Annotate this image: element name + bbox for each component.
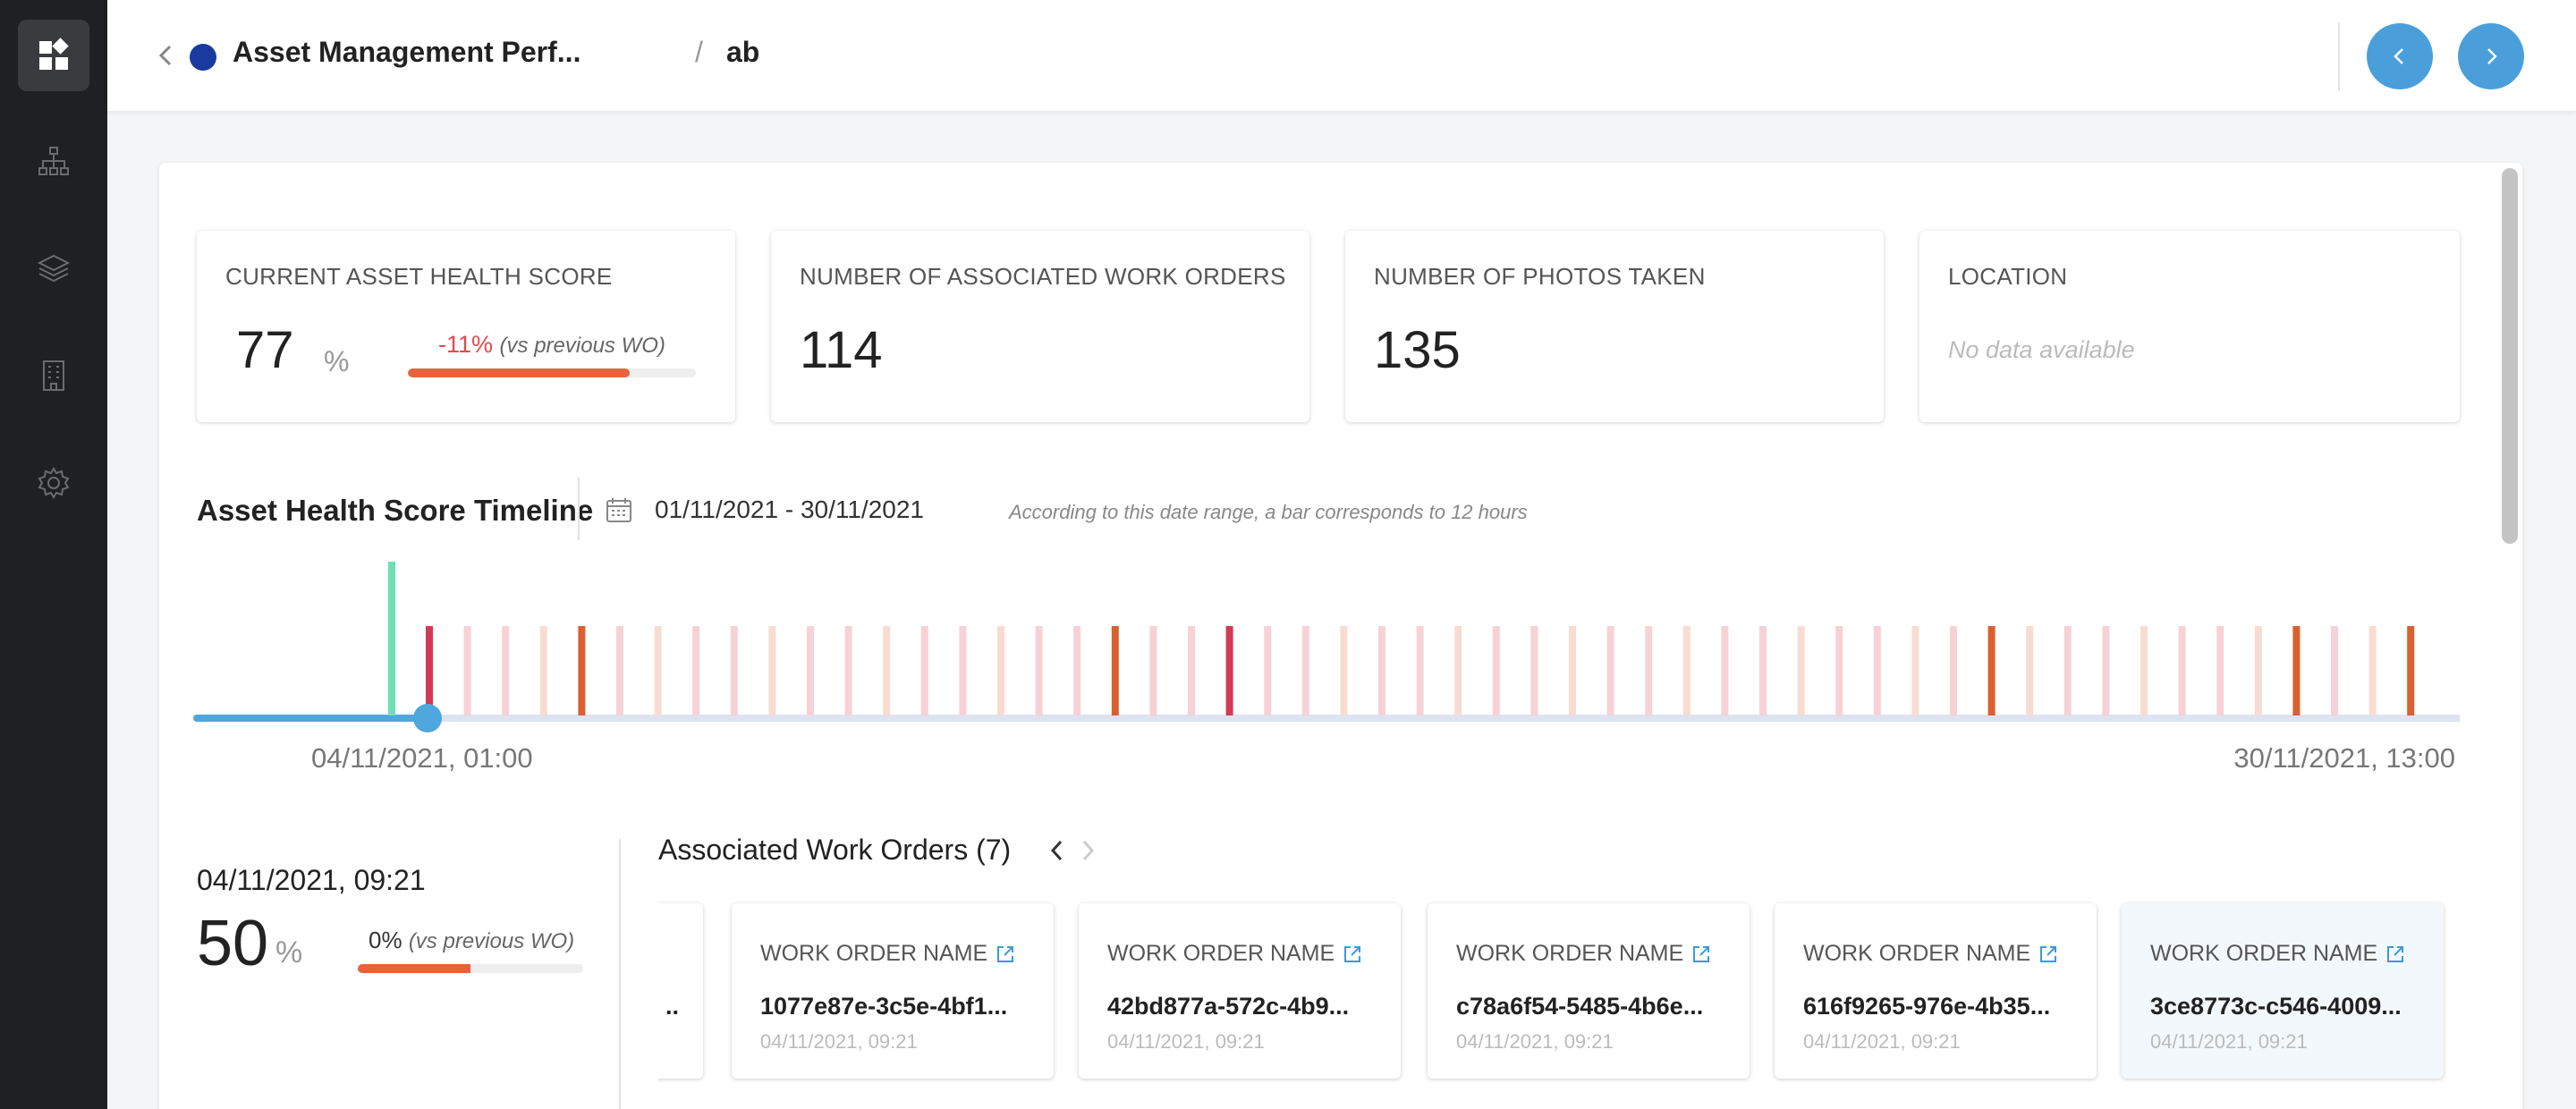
work-order-date: 04/11/2021, 09:21 bbox=[1107, 1030, 1265, 1053]
work-order-label-text: WORK ORDER NAME bbox=[760, 941, 988, 966]
layers-icon bbox=[37, 254, 71, 283]
work-order-card[interactable]: WORK ORDER NAME 1077e87e-3c5e-4bf1... 04… bbox=[732, 903, 1054, 1079]
top-bar: Asset Management Perf... / ab bbox=[107, 0, 2576, 111]
next-asset-button[interactable] bbox=[2458, 23, 2524, 89]
breadcrumb-separator: / bbox=[695, 36, 703, 68]
kpi-label: LOCATION bbox=[1948, 263, 2068, 290]
sidebar-item-settings[interactable] bbox=[18, 447, 89, 519]
external-link-icon[interactable] bbox=[1690, 944, 1712, 965]
external-link-icon[interactable] bbox=[995, 944, 1016, 965]
kpi-value: 135 bbox=[1374, 321, 1461, 379]
previous-asset-button[interactable] bbox=[2367, 23, 2433, 89]
work-order-card[interactable]: WORK ORDER NAME 3ce8773c-c546-4009... 04… bbox=[2122, 903, 2444, 1079]
kpi-unit: % bbox=[324, 345, 350, 377]
kpi-value: 77 bbox=[236, 321, 294, 379]
work-order-date: 04/11/2021, 09:21 bbox=[2150, 1030, 2308, 1053]
kpi-card-location: LOCATION No data available bbox=[1919, 231, 2460, 422]
hierarchy-icon bbox=[38, 147, 69, 175]
work-orders-next-button[interactable] bbox=[1075, 835, 1100, 866]
work-order-id: 42bd877a-572c-4b9... bbox=[1107, 993, 1350, 1020]
timeline-divider bbox=[578, 478, 580, 540]
external-link-icon[interactable] bbox=[1342, 944, 1363, 965]
external-link-icon[interactable] bbox=[2038, 944, 2059, 965]
chevron-right-icon bbox=[2487, 48, 2497, 64]
kpi-delta: -11% (vs previous WO) bbox=[438, 331, 665, 359]
building-icon bbox=[43, 360, 64, 391]
kpi-label: NUMBER OF ASSOCIATED WORK ORDERS bbox=[800, 263, 1286, 290]
work-order-label-text: WORK ORDER NAME bbox=[1803, 941, 2031, 966]
selected-date: 04/11/2021, 09:21 bbox=[197, 864, 426, 896]
kpi-progress-fill bbox=[408, 368, 630, 377]
work-order-label: WORK ORDER NAME bbox=[1107, 941, 1363, 967]
sidebar-item-buildings[interactable] bbox=[18, 340, 89, 411]
work-order-id: .. bbox=[665, 993, 680, 1020]
kpi-label: NUMBER OF PHOTOS TAKEN bbox=[1374, 263, 1706, 290]
dashboard-icon bbox=[39, 38, 69, 70]
panel-scrollbar[interactable] bbox=[2502, 168, 2518, 544]
asset-status-dot bbox=[190, 44, 216, 71]
selected-delta: 0% (vs previous WO) bbox=[369, 927, 574, 954]
work-order-card-partial[interactable]: .. bbox=[658, 903, 703, 1079]
work-order-label: WORK ORDER NAME bbox=[760, 941, 1016, 967]
kpi-value: 114 bbox=[800, 321, 883, 379]
sidebar-item-hierarchy[interactable] bbox=[18, 125, 89, 197]
timeline-start-label: 04/11/2021, 01:00 bbox=[311, 742, 533, 774]
date-range-picker[interactable]: 01/11/2021 - 30/11/2021 bbox=[655, 495, 924, 523]
work-order-id: 1077e87e-3c5e-4bf1... bbox=[760, 993, 1008, 1020]
sidebar-item-layers[interactable] bbox=[18, 233, 89, 304]
work-order-card[interactable]: WORK ORDER NAME 616f9265-976e-4b35... 04… bbox=[1775, 903, 2097, 1079]
work-order-id: 616f9265-976e-4b35... bbox=[1803, 993, 2051, 1020]
external-link-icon[interactable] bbox=[2385, 944, 2406, 965]
work-orders-prev-button[interactable] bbox=[1045, 835, 1070, 866]
work-order-card[interactable]: WORK ORDER NAME c78a6f54-5485-4b6e... 04… bbox=[1428, 903, 1750, 1079]
work-order-id: c78a6f54-5485-4b6e... bbox=[1456, 993, 1704, 1020]
work-order-label: WORK ORDER NAME bbox=[1803, 941, 2059, 967]
work-order-label-text: WORK ORDER NAME bbox=[2150, 941, 2378, 966]
work-orders-carousel: .. WORK ORDER NAME 1077e87e-3c5e-4bf1...… bbox=[658, 894, 2447, 1109]
kpi-delta-value: -11% bbox=[438, 331, 494, 358]
sidebar bbox=[0, 0, 107, 1109]
selected-progress-fill bbox=[358, 964, 470, 973]
work-order-label: WORK ORDER NAME bbox=[1456, 941, 1712, 967]
work-order-date: 04/11/2021, 09:21 bbox=[1456, 1030, 1614, 1053]
kpi-label: CURRENT ASSET HEALTH SCORE bbox=[225, 263, 613, 290]
work-order-label-text: WORK ORDER NAME bbox=[1456, 941, 1684, 966]
work-orders-title: Associated Work Orders (7) bbox=[658, 834, 1012, 866]
breadcrumb-leaf: ab bbox=[726, 36, 760, 68]
selected-delta-value: 0% bbox=[369, 927, 402, 953]
kpi-card-health-score: CURRENT ASSET HEALTH SCORE 77 % -11% (vs… bbox=[197, 231, 735, 422]
calendar-icon[interactable] bbox=[605, 495, 633, 524]
selected-delta-note: (vs previous WO) bbox=[408, 929, 575, 953]
timeline-note: According to this date range, a bar corr… bbox=[1009, 501, 1528, 523]
work-order-id: 3ce8773c-c546-4009... bbox=[2150, 993, 2402, 1020]
selected-score: 50 bbox=[197, 908, 269, 979]
selected-unit: % bbox=[275, 935, 303, 969]
kpi-card-photos: NUMBER OF PHOTOS TAKEN 135 bbox=[1345, 231, 1884, 422]
section-divider bbox=[619, 839, 621, 1109]
work-order-date: 04/11/2021, 09:21 bbox=[1803, 1030, 1961, 1053]
kpi-empty-text: No data available bbox=[1948, 336, 2135, 363]
timeline-title: Asset Health Score Timeline bbox=[197, 494, 594, 527]
timeline-end-label: 30/11/2021, 13:00 bbox=[2233, 742, 2455, 774]
gear-icon bbox=[38, 467, 70, 499]
work-order-label-text: WORK ORDER NAME bbox=[1107, 941, 1335, 966]
chevron-left-icon bbox=[2394, 48, 2403, 64]
back-chevron-icon[interactable] bbox=[154, 41, 179, 70]
breadcrumb-asset-title[interactable]: Asset Management Perf... bbox=[233, 36, 581, 68]
kpi-progress-bar bbox=[408, 368, 696, 377]
kpi-delta-note: (vs previous WO) bbox=[499, 334, 665, 358]
selected-progress-bar bbox=[358, 964, 583, 973]
work-order-date: 04/11/2021, 09:21 bbox=[760, 1030, 918, 1053]
header-divider bbox=[2338, 23, 2340, 91]
sidebar-item-dashboard[interactable] bbox=[18, 20, 89, 91]
kpi-card-work-orders: NUMBER OF ASSOCIATED WORK ORDERS 114 bbox=[771, 231, 1309, 422]
work-order-card[interactable]: WORK ORDER NAME 42bd877a-572c-4b9... 04/… bbox=[1079, 903, 1401, 1079]
work-order-label: WORK ORDER NAME bbox=[2150, 941, 2406, 967]
